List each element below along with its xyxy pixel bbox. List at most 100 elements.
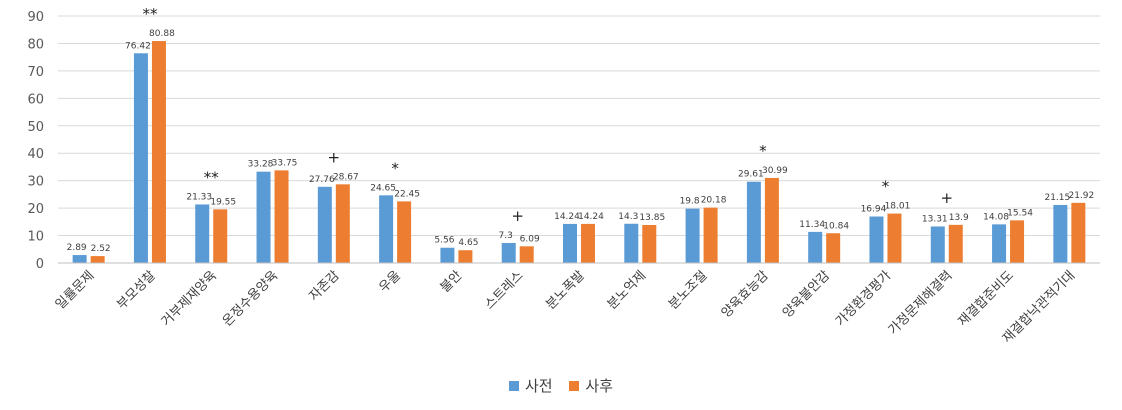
x-tick-label: 가정환경평가 xyxy=(833,268,894,329)
bar xyxy=(1071,202,1086,263)
bar xyxy=(808,231,823,263)
significance-mark: * xyxy=(391,159,399,177)
data-label: 27.76 xyxy=(309,175,335,185)
y-tick-label: 70 xyxy=(27,65,44,80)
bar xyxy=(581,223,595,263)
data-label: 30.99 xyxy=(762,166,788,176)
data-label: 19.8 xyxy=(680,197,700,207)
y-tick-label: 60 xyxy=(27,92,44,107)
bar xyxy=(458,250,473,263)
data-label: 5.56 xyxy=(434,236,454,246)
x-tick-label: 부모성찰 xyxy=(114,268,158,312)
x-tick-label: 분노폭발 xyxy=(543,268,587,312)
bar xyxy=(746,181,761,263)
bar xyxy=(764,177,779,263)
bar xyxy=(624,223,639,263)
data-label: 2.52 xyxy=(91,244,111,254)
x-tick-label: 불안 xyxy=(438,268,466,296)
data-label: 21.33 xyxy=(186,192,212,202)
data-label: 6.09 xyxy=(520,234,540,244)
legend-label-pre: 사전 xyxy=(525,377,553,395)
x-tick-label: 거부제재양육 xyxy=(159,268,220,329)
data-label: 21.92 xyxy=(1068,191,1094,201)
data-label: 21.15 xyxy=(1044,193,1070,203)
data-label: 80.88 xyxy=(149,29,175,39)
data-label: 16.94 xyxy=(861,205,887,215)
significance-mark: ** xyxy=(204,168,220,186)
data-label: 2.89 xyxy=(67,243,87,253)
y-tick-label: 0 xyxy=(36,257,44,272)
bar xyxy=(151,41,166,264)
x-tick-label: 우울 xyxy=(376,268,404,296)
significance-mark: + xyxy=(511,207,524,225)
x-tick-label: 가정문제해결력 xyxy=(886,268,956,338)
bar xyxy=(519,246,534,263)
bar xyxy=(379,195,394,263)
legend-label-post: 사후 xyxy=(585,377,613,395)
data-label: 14.08 xyxy=(983,212,1009,222)
x-tick-label: 양육효능감 xyxy=(719,268,772,321)
data-label: 14.24 xyxy=(578,212,604,222)
legend-item-post: 사후 xyxy=(569,375,613,396)
bar xyxy=(948,224,963,263)
y-tick-label: 20 xyxy=(27,202,44,217)
bar xyxy=(869,216,884,263)
y-tick-label: 90 xyxy=(27,10,44,25)
data-label: 10.84 xyxy=(823,221,849,231)
data-label: 76.42 xyxy=(125,41,151,51)
bar xyxy=(213,209,228,263)
bar xyxy=(256,171,271,263)
x-tick-label: 스트레스 xyxy=(482,268,526,312)
data-label: 7.3 xyxy=(499,231,513,241)
x-tick-label: 양육불안감 xyxy=(780,268,833,321)
data-label: 19.55 xyxy=(210,197,236,207)
data-label: 29.61 xyxy=(738,170,764,180)
data-label: 28.67 xyxy=(333,172,359,182)
y-tick-label: 50 xyxy=(27,120,44,135)
bar xyxy=(72,255,87,263)
bar xyxy=(703,207,718,263)
data-label: 18.01 xyxy=(885,202,911,212)
legend-swatch-pre xyxy=(509,380,519,391)
bar xyxy=(195,204,210,263)
data-label: 4.65 xyxy=(458,238,478,248)
y-tick-label: 30 xyxy=(27,175,44,190)
bar xyxy=(317,186,332,263)
bar xyxy=(90,256,105,263)
legend-item-pre: 사전 xyxy=(509,375,553,396)
x-tick-label: 온정수용양육 xyxy=(220,268,281,329)
bar xyxy=(440,247,455,263)
legend-swatch-post xyxy=(569,380,580,391)
data-label: 24.65 xyxy=(370,183,396,193)
significance-mark: + xyxy=(328,148,341,166)
bar xyxy=(992,224,1007,263)
bar-chart: 0 10 20 30 40 50 60 70 80 90 2.89 2.52 일률문제 76.42 80.8… xyxy=(27,5,1100,346)
data-label: 22.45 xyxy=(394,189,420,199)
x-tick-label: 재결합준비도 xyxy=(956,268,1017,329)
data-label: 20.18 xyxy=(701,196,727,206)
bar xyxy=(887,213,902,263)
y-tick-label: 80 xyxy=(27,37,44,52)
chart-legend: 사전 사후 xyxy=(0,375,1122,396)
significance-mark: * xyxy=(882,178,890,196)
bar xyxy=(133,53,148,263)
data-label: 14.24 xyxy=(554,212,580,222)
significance-mark: * xyxy=(759,142,767,160)
data-label: 14.3 xyxy=(618,212,638,222)
data-label: 13.9 xyxy=(949,213,969,223)
x-tick-label: 자존감 xyxy=(307,268,343,304)
x-tick-label: 분노조절 xyxy=(666,268,710,312)
bar xyxy=(826,233,841,263)
data-label: 13.85 xyxy=(639,213,665,223)
bar xyxy=(1010,220,1025,263)
bar xyxy=(563,223,577,263)
bar xyxy=(335,184,350,263)
data-label: 33.75 xyxy=(272,158,298,168)
data-label: 15.54 xyxy=(1007,208,1033,218)
bar xyxy=(397,201,412,263)
bar xyxy=(274,170,289,263)
data-label: 13.31 xyxy=(922,214,948,224)
x-tick-label: 일률문제 xyxy=(53,268,97,312)
significance-mark: ** xyxy=(142,5,158,23)
bar xyxy=(501,242,516,263)
